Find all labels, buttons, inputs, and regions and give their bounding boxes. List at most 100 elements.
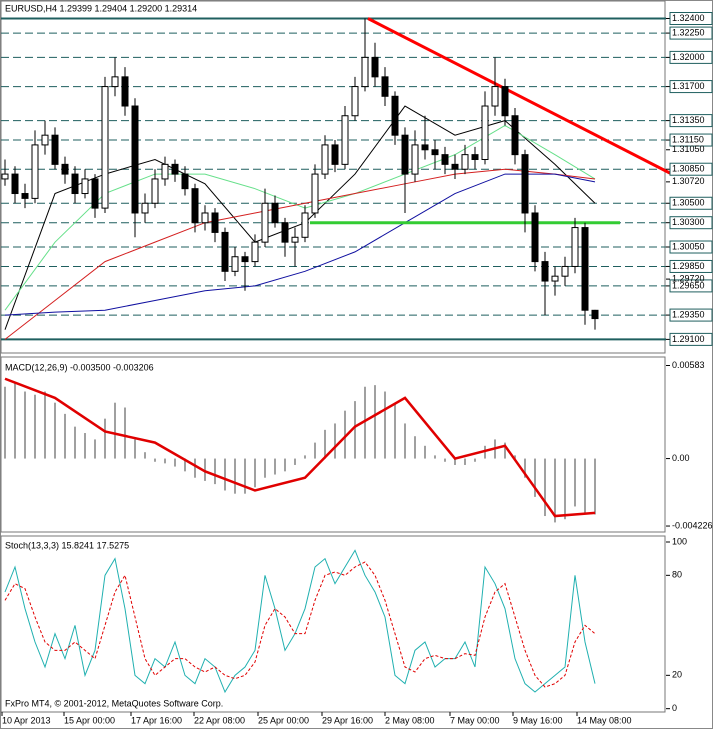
candle-body [131, 105, 139, 214]
candle-body [441, 154, 449, 165]
candle-body [391, 95, 399, 136]
candle-body [521, 154, 529, 214]
x-tick-label: 25 Apr 00:00 [258, 715, 309, 725]
candle-body [161, 163, 169, 180]
candle-body [551, 275, 559, 282]
level-box [669, 279, 713, 293]
y-tick-label: 20 [672, 670, 682, 680]
y-tick-label: 1.30300 [672, 217, 705, 227]
stoch-line [4, 561, 596, 688]
candle-body [471, 154, 479, 160]
macd-signal [4, 377, 596, 518]
stoch-panel [0, 535, 666, 713]
y-tick-label: 1.31350 [672, 115, 705, 125]
level-box [669, 80, 713, 94]
overlay-line [367, 17, 671, 175]
candle-body [271, 202, 279, 224]
candle-body [541, 261, 549, 282]
candle-body [571, 227, 579, 267]
candle-body [371, 56, 379, 78]
price-title: EURUSD,H4 1.29399 1.29404 1.29200 1.2931… [5, 3, 197, 13]
level-box [669, 240, 713, 254]
level-box [669, 26, 713, 40]
level-box [669, 50, 713, 64]
y-tick-label: 1.30050 [672, 241, 705, 251]
y-tick-label: 1.31700 [672, 81, 705, 91]
candle-body [351, 86, 359, 117]
y-tick-label: 80 [672, 570, 682, 580]
candle-body [311, 173, 319, 214]
candle-body [111, 76, 119, 88]
macd-title: MACD(12,26,9) -0.003500 -0.003206 [5, 362, 154, 372]
candle-body [221, 231, 229, 272]
x-tick-label: 2 May 08:00 [385, 715, 435, 725]
candle-body [11, 173, 19, 195]
candle-body [281, 222, 289, 243]
candle-body [301, 212, 309, 238]
candle-body [181, 173, 189, 190]
y-tick-label: -0.004226 [672, 520, 713, 530]
candle-body [1, 173, 9, 180]
candle-body [31, 144, 39, 199]
candle-body [321, 144, 329, 175]
x-tick-label: 10 Apr 2013 [2, 715, 51, 725]
candle-body [101, 86, 109, 209]
candle-body [451, 163, 459, 170]
candle-body [431, 149, 439, 156]
x-tick-label: 15 Apr 00:00 [64, 715, 115, 725]
x-tick-label: 14 May 08:00 [577, 715, 632, 725]
candle-body [41, 134, 49, 146]
candle-body [231, 256, 239, 272]
x-tick-label: 7 May 00:00 [450, 715, 500, 725]
candle-body [411, 144, 419, 175]
candle-body [291, 236, 299, 243]
candle-body [591, 309, 599, 320]
level-box [669, 332, 713, 346]
stoch-title: Stoch(13,3,3) 15.8241 17.5275 [5, 540, 129, 550]
y-tick-label: 1.30500 [672, 198, 705, 208]
candle-body [91, 178, 99, 209]
candle-body [21, 193, 29, 199]
candle-body [481, 105, 489, 160]
y-tick-label: 1.32250 [672, 27, 705, 37]
level-box [669, 133, 713, 147]
y-tick-label: 1.29720 [672, 273, 705, 283]
candle-body [201, 212, 209, 224]
y-tick-label: 0.00583 [672, 360, 705, 370]
candle-body [491, 86, 499, 107]
candle-body [381, 76, 389, 97]
overlay-line [4, 168, 596, 340]
y-tick-label: 1.32000 [672, 52, 705, 62]
level-box [669, 259, 713, 273]
candle-body [361, 56, 369, 88]
candle-body [461, 154, 469, 170]
y-tick-label: 0.00 [672, 453, 690, 463]
macd-panel [0, 356, 666, 533]
candle-body [151, 178, 159, 204]
overlay-line [4, 173, 596, 316]
candle-body [341, 115, 349, 165]
candle-body [531, 212, 539, 263]
level-box [669, 114, 713, 128]
candle-body [261, 202, 269, 243]
y-tick-label: 1.30720 [672, 176, 705, 186]
candle-body [51, 134, 59, 165]
candle-body [241, 256, 249, 263]
y-tick-label: 1.29100 [672, 334, 705, 344]
candle-body [511, 115, 519, 156]
level-box [669, 162, 713, 176]
candle-body [421, 144, 429, 151]
x-tick-label: 29 Apr 16:00 [322, 715, 373, 725]
candle-body [581, 227, 589, 311]
y-tick-label: 1.29350 [672, 309, 705, 319]
y-tick-label: 1.29850 [672, 261, 705, 271]
level-box [669, 196, 713, 210]
candle-body [61, 163, 69, 175]
x-tick-label: 17 Apr 16:00 [131, 715, 182, 725]
level-box [669, 12, 713, 26]
candle-body [141, 202, 149, 214]
y-tick-label: 1.31150 [672, 134, 704, 144]
price-panel [0, 0, 666, 354]
candle-body [401, 134, 409, 175]
